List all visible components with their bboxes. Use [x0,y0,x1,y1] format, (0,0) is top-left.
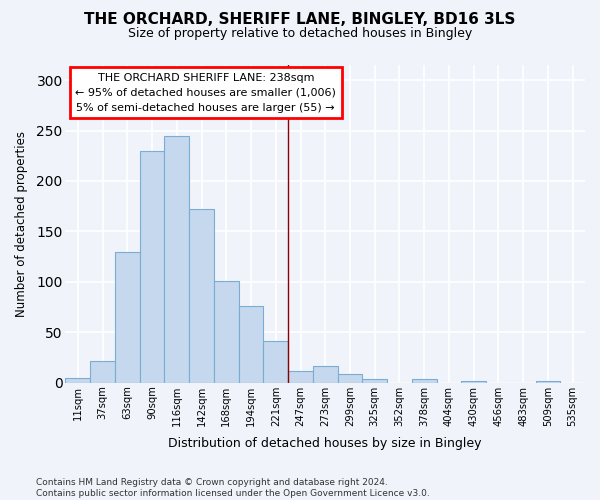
Bar [412,378,437,382]
Bar [362,378,387,382]
X-axis label: Distribution of detached houses by size in Bingley: Distribution of detached houses by size … [169,437,482,450]
Bar [90,360,115,382]
Bar [288,370,313,382]
Bar [536,380,560,382]
Bar [164,136,189,382]
Bar [189,209,214,382]
Y-axis label: Number of detached properties: Number of detached properties [15,131,28,317]
Bar [214,281,239,382]
Bar [115,252,140,382]
Bar [461,380,486,382]
Text: Contains HM Land Registry data © Crown copyright and database right 2024.
Contai: Contains HM Land Registry data © Crown c… [36,478,430,498]
Bar [65,378,90,382]
Text: Size of property relative to detached houses in Bingley: Size of property relative to detached ho… [128,28,472,40]
Bar [263,342,288,382]
Text: THE ORCHARD SHERIFF LANE: 238sqm
← 95% of detached houses are smaller (1,006)
5%: THE ORCHARD SHERIFF LANE: 238sqm ← 95% o… [76,73,336,112]
Text: THE ORCHARD, SHERIFF LANE, BINGLEY, BD16 3LS: THE ORCHARD, SHERIFF LANE, BINGLEY, BD16… [85,12,515,28]
Bar [239,306,263,382]
Bar [140,150,164,382]
Bar [313,366,338,382]
Bar [338,374,362,382]
